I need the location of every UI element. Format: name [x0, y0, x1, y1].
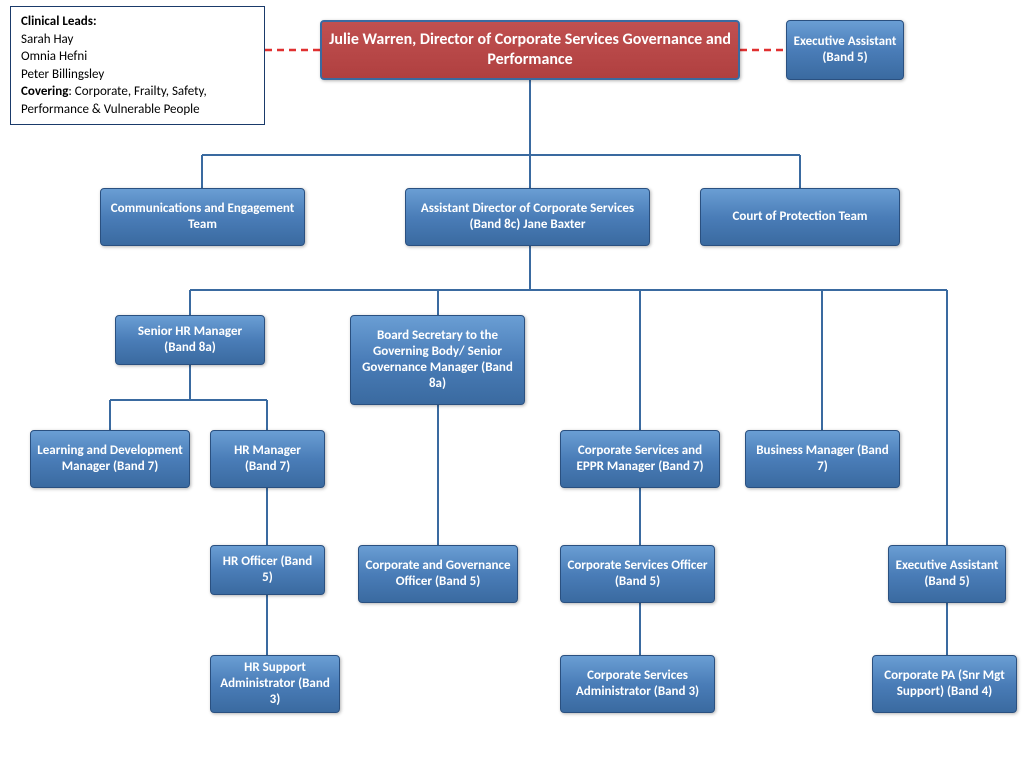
ld-manager: Learning and Development Manager (Band 7… [30, 430, 190, 488]
hr-mgr-label: HR Manager (Band 7) [217, 443, 318, 476]
exec-assistant-b: Executive Assistant (Band 5) [888, 545, 1006, 603]
corp-gov-officer: Corporate and Governance Officer (Band 5… [358, 545, 518, 603]
cs-eppr-label: Corporate Services and EPPR Manager (Ban… [567, 443, 713, 476]
cop-label: Court of Protection Team [732, 209, 867, 225]
cs-officer-label: Corporate Services Officer (Band 5) [567, 558, 708, 591]
info-lead1: Sarah Hay [21, 32, 73, 47]
cs-admin-label: Corporate Services Administrator (Band 3… [567, 668, 708, 701]
hr-officer: HR Officer (Band 5) [210, 545, 325, 595]
ld-mgr-label: Learning and Development Manager (Band 7… [37, 443, 183, 476]
hr-support-label: HR Support Administrator (Band 3) [217, 660, 333, 709]
clinical-leads-info: Clinical Leads: Sarah Hay Omnia Hefni Pe… [10, 6, 265, 125]
cs-admin: Corporate Services Administrator (Band 3… [560, 655, 715, 713]
info-heading: Clinical Leads: [21, 14, 97, 29]
biz-mgr-label: Business Manager (Band 7) [752, 443, 893, 476]
exec-asst-b-label: Executive Assistant (Band 5) [895, 558, 999, 591]
cs-officer: Corporate Services Officer (Band 5) [560, 545, 715, 603]
asst-director: Assistant Director of Corporate Services… [405, 188, 650, 246]
hr-officer-label: HR Officer (Band 5) [217, 554, 318, 587]
director-box: Julie Warren, Director of Corporate Serv… [320, 20, 740, 80]
info-lead3: Peter Billingsley [21, 67, 104, 82]
director-label: Julie Warren, Director of Corporate Serv… [328, 30, 732, 70]
cs-eppr-manager: Corporate Services and EPPR Manager (Ban… [560, 430, 720, 488]
hr-manager: HR Manager (Band 7) [210, 430, 325, 488]
exec-assistant-top: Executive Assistant (Band 5) [786, 20, 904, 80]
senior-hr-label: Senior HR Manager (Band 8a) [122, 324, 258, 357]
corporate-pa: Corporate PA (Snr Mgt Support) (Band 4) [872, 655, 1017, 713]
court-protection: Court of Protection Team [700, 188, 900, 246]
business-manager: Business Manager (Band 7) [745, 430, 900, 488]
comms-team: Communications and Engagement Team [100, 188, 305, 246]
exec-asst-top-label: Executive Assistant (Band 5) [793, 34, 897, 67]
asst-dir-label: Assistant Director of Corporate Services… [412, 201, 643, 234]
board-secretary: Board Secretary to the Governing Body/ S… [350, 315, 525, 405]
comms-label: Communications and Engagement Team [107, 201, 298, 234]
board-sec-label: Board Secretary to the Governing Body/ S… [357, 328, 518, 393]
corp-gov-off-label: Corporate and Governance Officer (Band 5… [365, 558, 511, 591]
info-lead2: Omnia Hefni [21, 49, 87, 64]
info-covering-label: Covering [21, 84, 68, 99]
senior-hr-mgr: Senior HR Manager (Band 8a) [115, 315, 265, 365]
hr-support-admin: HR Support Administrator (Band 3) [210, 655, 340, 713]
corp-pa-label: Corporate PA (Snr Mgt Support) (Band 4) [879, 668, 1010, 701]
